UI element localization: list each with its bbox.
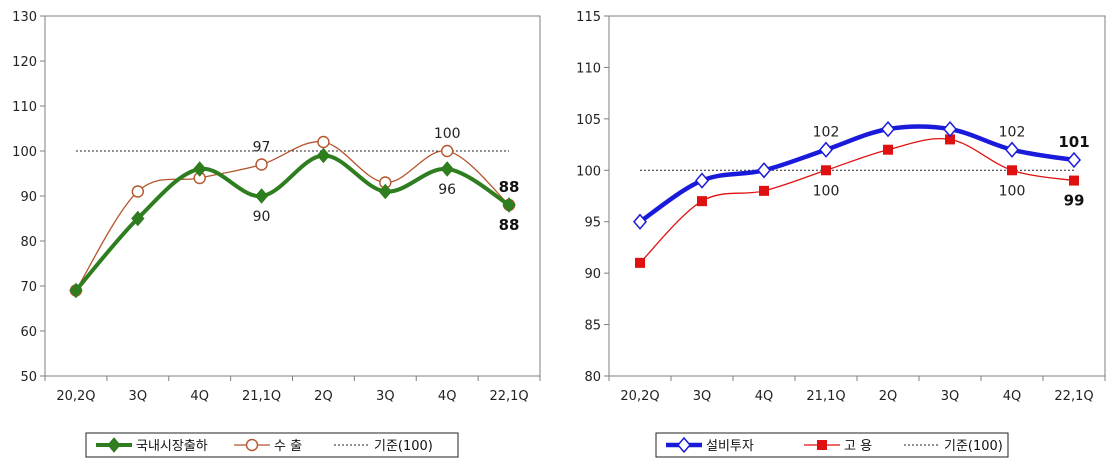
data-label: 88: [499, 178, 520, 196]
y-tick-label: 60: [20, 325, 37, 340]
y-tick-label: 120: [12, 55, 37, 70]
data-point: [69, 282, 83, 299]
data-label: 101: [1058, 133, 1089, 151]
data-label: 102: [813, 125, 840, 141]
y-tick-label: 50: [20, 370, 37, 385]
y-tick-label: 105: [576, 113, 601, 128]
data-point: [131, 185, 145, 198]
x-tick-label: 3Q: [129, 389, 148, 404]
data-point: [821, 165, 831, 176]
legend-label: 수 출: [274, 439, 302, 454]
x-tick-label: 3Q: [941, 389, 960, 404]
x-tick-label: 21,1Q: [242, 389, 281, 404]
series-line-1: [74, 153, 511, 292]
data-label: 99: [1064, 192, 1085, 210]
data-point: [943, 120, 957, 138]
data-point: [131, 210, 145, 227]
y-tick-label: 130: [12, 10, 37, 25]
data-point: [1067, 151, 1081, 169]
data-label: 90: [253, 209, 271, 225]
x-tick-label: 20,2Q: [56, 389, 95, 404]
data-label: 100: [434, 126, 461, 142]
y-tick-label: 90: [20, 190, 37, 205]
legend-label: 국내시장출하: [136, 439, 208, 454]
y-tick-label: 80: [584, 370, 601, 385]
data-point: [378, 183, 392, 200]
x-tick-label: 20,2Q: [620, 389, 659, 404]
data-point: [759, 185, 769, 196]
plot-area: [608, 15, 1106, 377]
data-point: [502, 197, 516, 213]
data-point: [317, 135, 330, 149]
chart-2: 80 85 90 95 100 105 110 115 20,2Q 3Q 4Q 21,1Q 2Q 3Q 4Q…: [576, 10, 1106, 458]
y-tick-label: 70: [20, 280, 37, 295]
data-point: [254, 188, 269, 204]
y-tick-label: 90: [584, 267, 601, 282]
y-tick-label: 110: [576, 61, 601, 76]
data-label: 100: [813, 183, 840, 199]
legend-label: 고 용: [844, 439, 872, 454]
x-tick-label: 2Q: [879, 389, 898, 404]
legend-label: 기준(100): [944, 439, 1003, 454]
data-point: [883, 144, 893, 155]
x-tick-label: 3Q: [693, 389, 712, 404]
data-label: 100: [999, 183, 1026, 199]
x-tick-label: 4Q: [190, 389, 209, 404]
legend-swatch-marker: [107, 437, 121, 453]
data-point: [633, 213, 647, 230]
x-tick-label: 4Q: [1003, 389, 1022, 404]
data-point: [440, 144, 454, 158]
data-point: [1005, 141, 1019, 158]
chart-1: 50 60 70 80 90 100 110 120 130 20,2Q 3Q 4Q 21,1Q 2Q 3Q…: [12, 10, 541, 458]
y-tick-label: 85: [584, 319, 601, 334]
legend-box: [85, 432, 459, 458]
data-point: [695, 172, 709, 189]
legend: 국내시장출하 수 출 기준(100): [85, 432, 459, 458]
legend-swatch-marker: [245, 438, 259, 452]
legend-label: 설비투자: [706, 439, 754, 454]
legend-swatch-marker: [817, 440, 827, 450]
data-point: [881, 120, 895, 138]
y-tick-label: 100: [576, 164, 601, 179]
y-tick-label: 80: [20, 235, 37, 250]
data-point: [697, 196, 707, 207]
data-label: 96: [438, 182, 456, 198]
data-point: [635, 257, 645, 268]
x-tick-label: 3Q: [376, 389, 395, 404]
legend: 설비투자 고 용 기준(100): [655, 432, 1009, 458]
data-point: [1007, 165, 1017, 176]
data-point: [316, 147, 331, 164]
data-point: [819, 141, 833, 158]
data-label: 97: [253, 140, 271, 156]
x-tick-label: 4Q: [438, 389, 457, 404]
x-tick-label: 21,1Q: [806, 389, 845, 404]
data-point: [757, 162, 771, 179]
y-tick-label: 100: [12, 145, 37, 160]
y-tick-label: 95: [584, 216, 601, 231]
x-tick-label: 22,1Q: [489, 389, 528, 404]
data-point: [440, 161, 454, 177]
x-tick-label: 4Q: [755, 389, 774, 404]
legend-label: 기준(100): [374, 439, 433, 454]
data-point: [1069, 175, 1079, 186]
y-tick-label: 115: [576, 10, 601, 25]
data-point: [193, 161, 207, 177]
x-tick-label: 22,1Q: [1054, 389, 1093, 404]
x-tick-label: 2Q: [314, 389, 333, 404]
data-label: 88: [499, 216, 520, 234]
y-tick-label: 110: [12, 100, 37, 115]
data-label: 102: [999, 125, 1026, 141]
plot-area: [44, 15, 541, 377]
data-point: [255, 158, 268, 171]
legend-swatch-marker: [677, 436, 691, 454]
